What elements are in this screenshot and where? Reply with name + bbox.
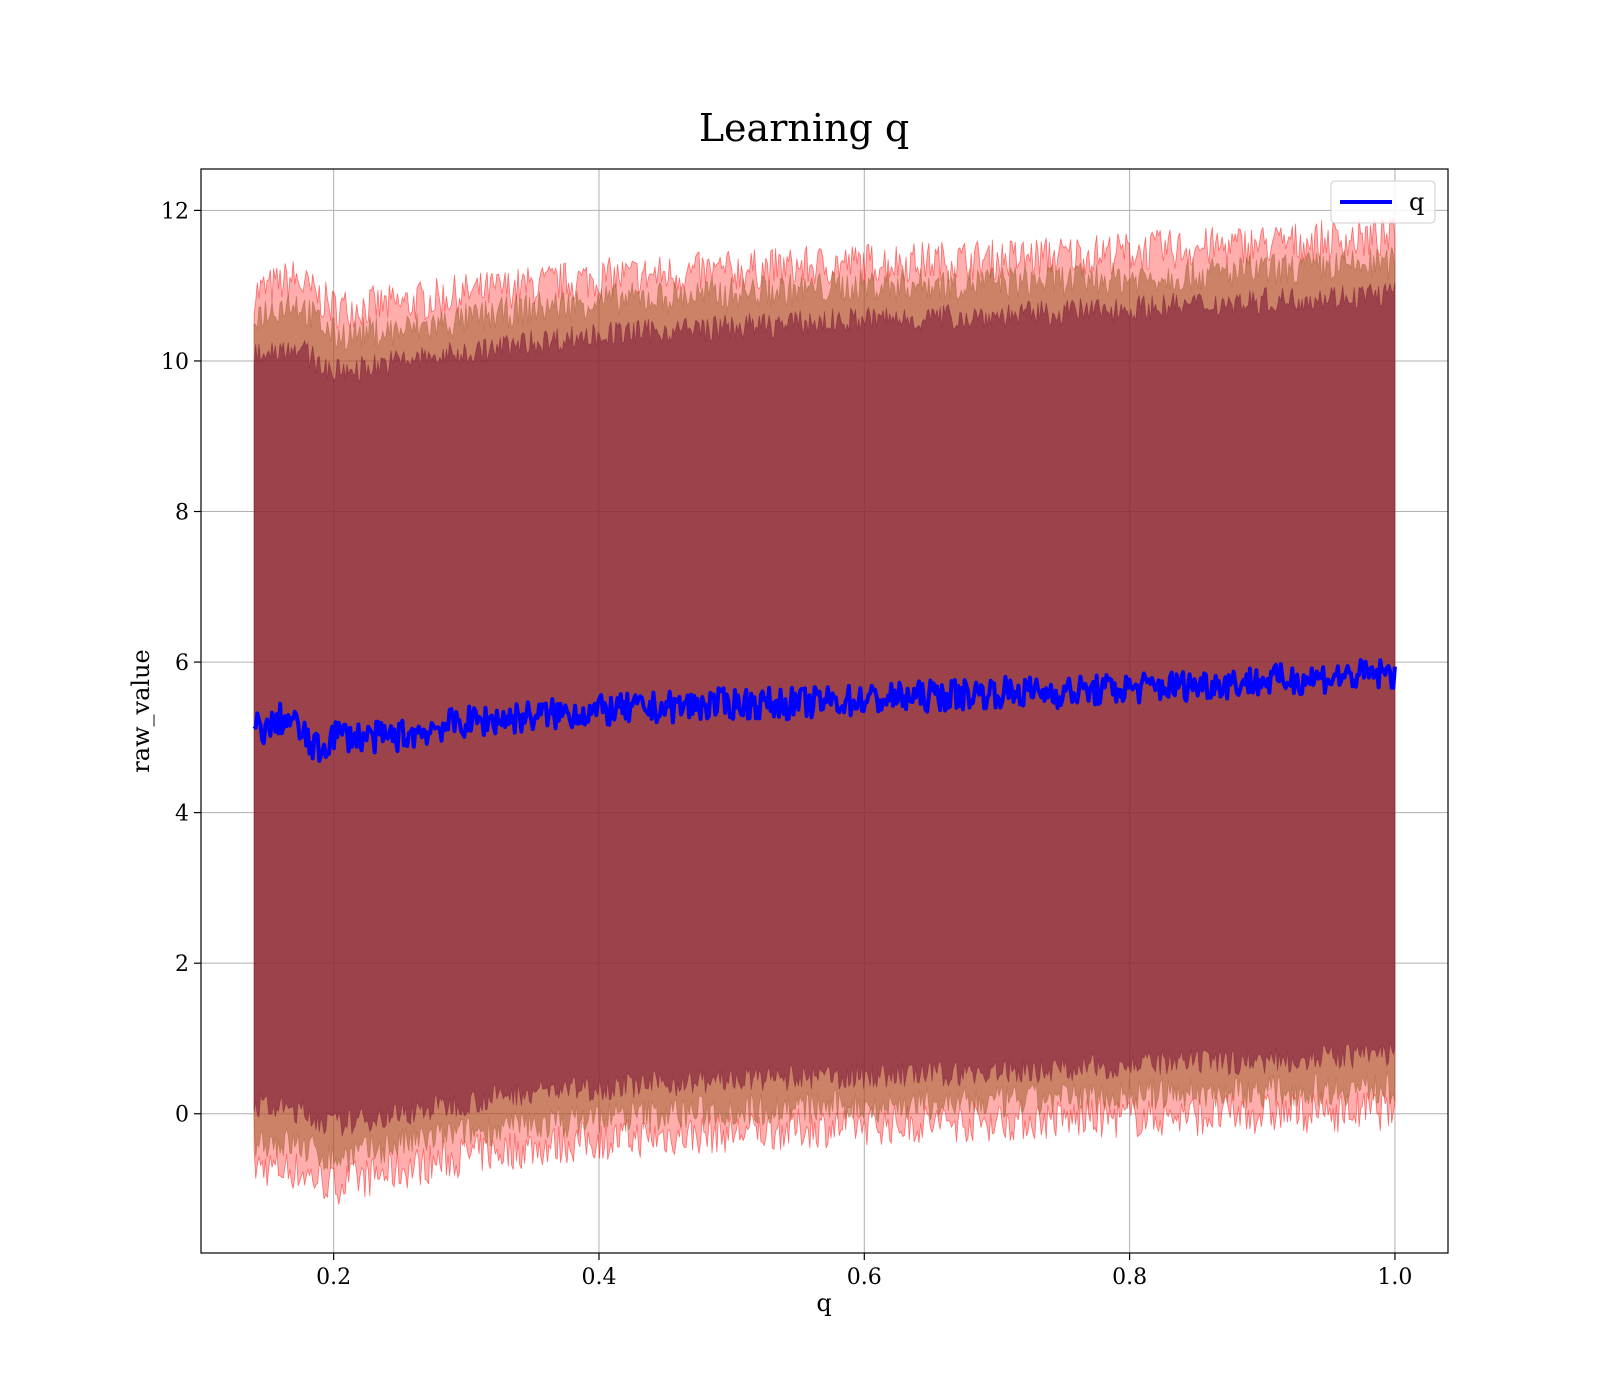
x-tick-label: 1.0: [1377, 1265, 1412, 1290]
plot-area-frame: [200, 168, 1449, 1254]
y-tick-label: 12: [161, 199, 189, 224]
y-tick-label: 10: [161, 350, 189, 375]
y-tick-label: 2: [175, 952, 189, 977]
x-axis-ticks: 0.2 0.4 0.6 0.8 1.0: [316, 1253, 1412, 1290]
chart-title: Learning q: [699, 106, 909, 150]
y-tick-label: 0: [175, 1103, 189, 1128]
x-tick-label: 0.2: [316, 1265, 351, 1290]
legend: q: [1330, 180, 1436, 224]
y-tick-label: 6: [175, 651, 189, 676]
x-axis-label: q: [816, 1289, 831, 1317]
y-axis-label: raw_value: [127, 649, 155, 773]
x-tick-label: 0.6: [847, 1265, 882, 1290]
y-axis-ticks: 0 2 4 6 8 10 12: [161, 199, 201, 1128]
series-line-q: [252, 658, 1397, 763]
legend-label-q: q: [1409, 188, 1424, 216]
y-tick-label: 8: [175, 501, 189, 526]
x-tick-label: 0.4: [581, 1265, 616, 1290]
series-lines: [252, 658, 1397, 763]
x-tick-label: 0.8: [1112, 1265, 1147, 1290]
y-tick-label: 4: [175, 802, 189, 827]
uncertainty-bands: [253, 217, 1396, 1205]
